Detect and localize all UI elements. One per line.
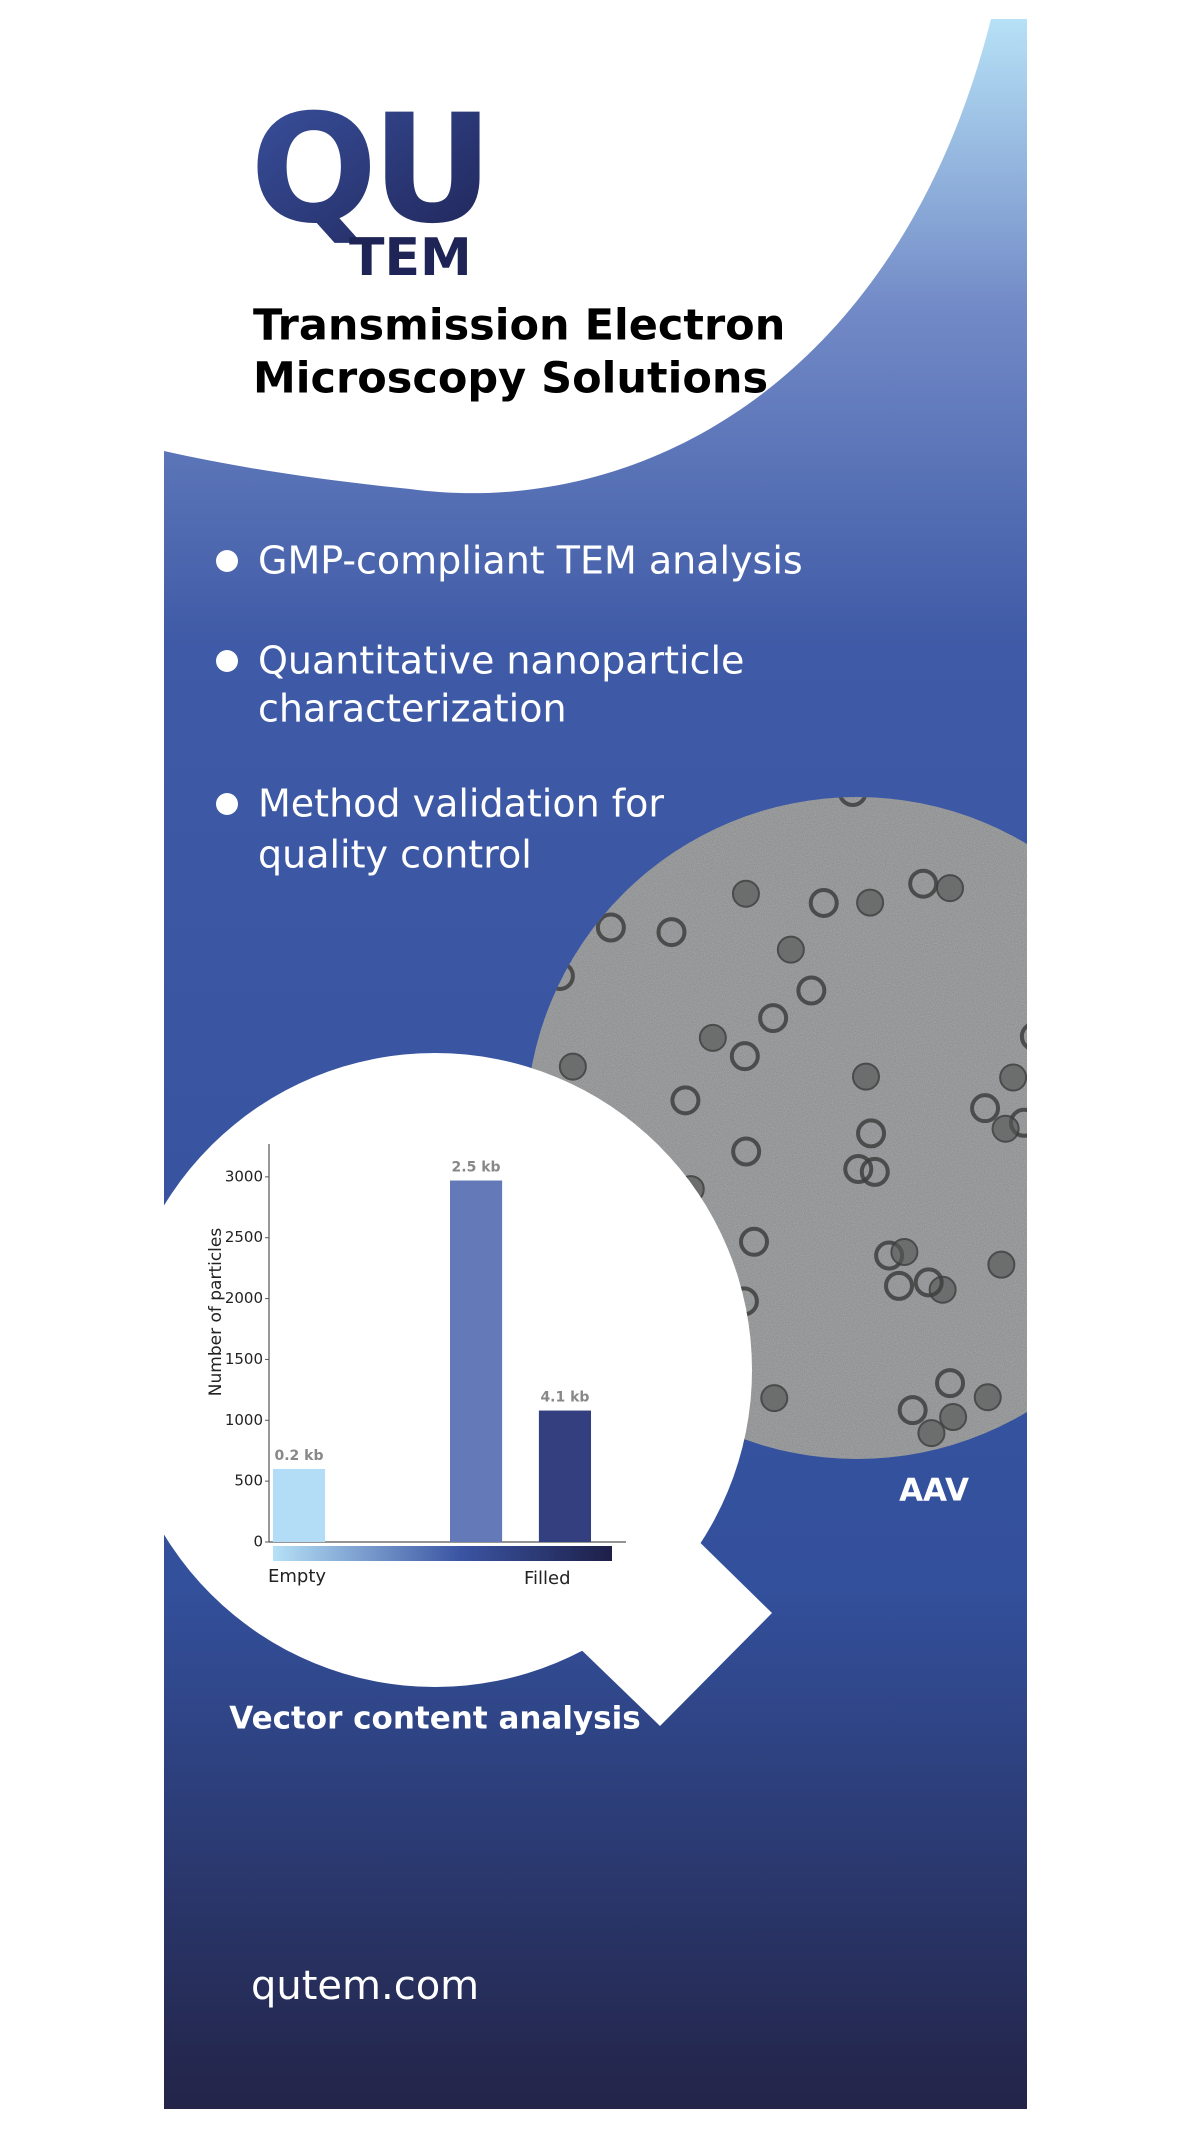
headline-line: Microscopy Solutions bbox=[253, 354, 768, 404]
particle bbox=[890, 1237, 919, 1266]
particle bbox=[856, 1118, 887, 1149]
bullet-dot bbox=[216, 650, 238, 672]
bar-label: 4.1 kb bbox=[540, 1390, 589, 1406]
particle bbox=[731, 879, 760, 908]
y-tick-label: 2500 bbox=[225, 1228, 263, 1246]
bar-chart: 0 500 1000 1500 2000 2500 3000 Number of partic… bbox=[206, 1144, 626, 1589]
y-tick-label: 1500 bbox=[225, 1350, 263, 1368]
particle bbox=[843, 1154, 874, 1185]
bar-label: 2.5 kb bbox=[452, 1160, 501, 1176]
particle bbox=[1146, 1047, 1172, 1073]
particle bbox=[851, 1062, 880, 1091]
particle bbox=[808, 887, 839, 918]
particle bbox=[731, 1136, 762, 1167]
particle bbox=[856, 888, 885, 917]
y-tick-label: 2000 bbox=[225, 1289, 263, 1307]
particle bbox=[987, 1250, 1016, 1279]
particle bbox=[973, 1383, 1002, 1412]
bullet-dot bbox=[216, 793, 238, 815]
particle bbox=[884, 1270, 915, 1301]
bullet-text: characterization bbox=[258, 687, 567, 731]
bullet-dot bbox=[216, 550, 238, 572]
particle bbox=[760, 1384, 789, 1413]
particle bbox=[939, 1403, 968, 1432]
particle bbox=[928, 1275, 957, 1304]
bar bbox=[449, 1180, 503, 1542]
particle bbox=[1108, 1363, 1134, 1389]
particle bbox=[999, 1063, 1027, 1092]
particle bbox=[656, 917, 687, 948]
particle bbox=[1135, 1245, 1161, 1271]
particle bbox=[913, 1267, 944, 1298]
caption: Vector content analysis bbox=[229, 1701, 640, 1737]
image-label: AAV bbox=[899, 1473, 969, 1509]
y-tick-label: 500 bbox=[234, 1472, 263, 1490]
particle bbox=[1056, 861, 1082, 887]
bar bbox=[538, 1410, 592, 1542]
headline-line: Transmission Electron bbox=[253, 301, 785, 351]
particle bbox=[1110, 1157, 1136, 1183]
header-shape bbox=[164, 19, 991, 494]
scale-label: Empty bbox=[268, 1566, 326, 1587]
particle bbox=[1156, 1297, 1182, 1323]
particle bbox=[1125, 814, 1151, 840]
particle bbox=[558, 1052, 587, 1081]
scale-label: Filled bbox=[524, 1568, 571, 1589]
particle bbox=[935, 1368, 966, 1399]
particle bbox=[670, 1085, 701, 1116]
particle bbox=[1062, 942, 1088, 968]
particle bbox=[776, 935, 805, 964]
y-tick-label: 1000 bbox=[225, 1411, 263, 1429]
bullet-text: GMP-compliant TEM analysis bbox=[258, 539, 803, 583]
particle bbox=[1150, 1105, 1176, 1131]
particle bbox=[1104, 853, 1130, 879]
particle bbox=[698, 1023, 727, 1052]
bullet-text: Method validation for bbox=[258, 782, 664, 826]
particle bbox=[970, 1093, 1001, 1124]
bullet-text: Quantitative nanoparticle bbox=[258, 639, 744, 683]
particle bbox=[859, 1156, 890, 1187]
logo-sub: TEM bbox=[349, 228, 472, 288]
particle bbox=[1119, 905, 1145, 931]
y-tick-label: 3000 bbox=[225, 1167, 263, 1185]
q-tail bbox=[567, 1520, 772, 1726]
bar bbox=[272, 1468, 326, 1542]
particle bbox=[1124, 1295, 1150, 1321]
particle bbox=[991, 1114, 1020, 1143]
y-axis-label: Number of particles bbox=[206, 1228, 226, 1397]
particle bbox=[908, 868, 939, 899]
particle bbox=[1094, 1209, 1120, 1235]
particle bbox=[758, 1003, 789, 1034]
y-tick-label: 0 bbox=[253, 1533, 263, 1551]
content-scale bbox=[273, 1546, 612, 1561]
particle bbox=[796, 975, 827, 1006]
particle bbox=[1130, 1396, 1156, 1422]
particle bbox=[1019, 1021, 1027, 1052]
particle bbox=[936, 874, 965, 903]
particle bbox=[595, 912, 626, 943]
particle bbox=[739, 1226, 770, 1257]
particle bbox=[917, 1419, 946, 1448]
bullet-text: quality control bbox=[258, 833, 532, 877]
particle bbox=[1109, 1383, 1135, 1409]
banner-body bbox=[164, 19, 1185, 2109]
website: qutem.com bbox=[251, 1963, 479, 2009]
particle bbox=[837, 797, 868, 808]
particle bbox=[729, 1041, 760, 1072]
logo-mark: QU bbox=[250, 83, 487, 257]
particle bbox=[897, 1395, 928, 1426]
particle bbox=[1159, 794, 1185, 820]
bar-label: 0.2 kb bbox=[274, 1448, 323, 1464]
